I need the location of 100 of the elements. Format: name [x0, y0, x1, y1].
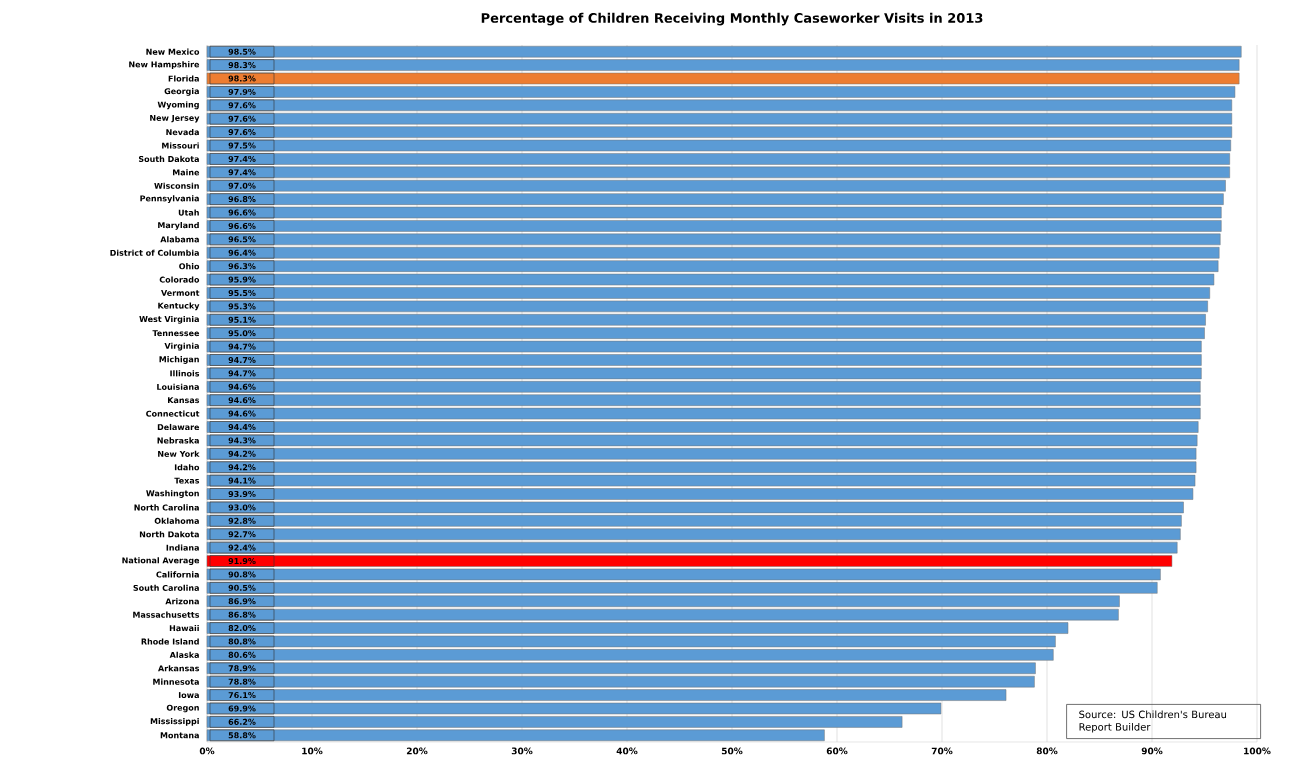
- x-tick-label: 10%: [302, 747, 323, 755]
- data-label: 97.6%: [228, 115, 256, 122]
- y-tick-label: California: [156, 571, 199, 578]
- data-label: 94.6%: [228, 397, 256, 404]
- data-label: 98.3%: [228, 75, 256, 82]
- y-tick-label: Michigan: [159, 356, 199, 364]
- x-tick-label: 0%: [199, 747, 215, 755]
- data-label: 90.8%: [228, 571, 256, 578]
- data-label: 97.6%: [228, 129, 256, 136]
- data-label: 94.7%: [228, 343, 256, 350]
- data-label: 78.8%: [228, 678, 256, 685]
- data-label: 92.4%: [228, 544, 256, 551]
- data-label: 98.3%: [228, 62, 256, 69]
- y-tick-label: Tennessee: [152, 330, 200, 337]
- x-tick-label: 50%: [721, 747, 743, 755]
- y-tick-label: Colorado: [159, 276, 200, 283]
- y-tick-label: Delaware: [157, 423, 200, 431]
- y-tick-label: Maryland: [158, 222, 199, 230]
- x-tick-label: 60%: [826, 747, 848, 755]
- data-label: 76.1%: [228, 692, 256, 699]
- y-tick-label: Missouri: [162, 142, 199, 149]
- y-tick-label: Illinois: [170, 370, 200, 377]
- chart-title: Percentage of Children Receiving Monthly Caseworker Visits in 2013: [481, 12, 983, 26]
- y-tick-label: Rhode Island: [141, 638, 199, 645]
- y-tick-label: Florida: [168, 75, 199, 82]
- data-label: 66.2%: [228, 718, 256, 725]
- y-tick-label: Oklahoma: [154, 517, 199, 524]
- y-tick-label: Oregon: [166, 704, 199, 713]
- x-tick-label: 20%: [406, 747, 428, 755]
- y-tick-label: Arkansas: [158, 665, 200, 672]
- y-tick-label: Indiana: [166, 544, 199, 551]
- y-tick-label: West Virginia: [139, 315, 199, 324]
- y-tick-label: Wisconsin: [154, 182, 199, 189]
- data-label: 97.0%: [228, 182, 256, 189]
- data-label: 92.7%: [228, 531, 256, 538]
- x-tick-label: 90%: [1141, 747, 1163, 755]
- y-tick-label: South Carolina: [133, 584, 199, 591]
- data-label: 94.2%: [228, 450, 256, 457]
- data-label: 93.9%: [228, 490, 256, 498]
- y-tick-label: Montana: [160, 732, 199, 739]
- data-label: 58.8%: [228, 732, 256, 739]
- y-tick-label: South Dakota: [138, 155, 199, 163]
- y-tick-label: Connecticut: [146, 410, 200, 417]
- y-tick-label: New Hampshire: [129, 61, 200, 69]
- y-tick-label: Minnesota: [153, 678, 199, 685]
- data-label: 80.8%: [228, 638, 256, 645]
- y-tick-label: Georgia: [164, 88, 199, 96]
- data-label: 92.8%: [228, 517, 256, 524]
- y-tick-label: Alabama: [160, 236, 199, 243]
- y-tick-label: New Mexico: [146, 48, 200, 55]
- data-label: 86.8%: [228, 611, 256, 618]
- y-tick-label: National Average: [122, 557, 200, 565]
- data-label: 94.7%: [228, 370, 256, 377]
- data-label: 96.5%: [228, 236, 256, 243]
- x-tick-label: 40%: [616, 747, 638, 755]
- y-tick-label: Louisiana: [157, 383, 199, 390]
- data-label: 95.0%: [228, 330, 256, 337]
- y-tick-label: Texas: [174, 477, 200, 484]
- data-label: 94.7%: [228, 356, 256, 364]
- y-tick-label: Hawaii: [169, 624, 199, 632]
- data-label: 86.9%: [228, 598, 256, 605]
- x-tick-label: 100%: [1244, 747, 1271, 755]
- y-tick-label: Kentucky: [158, 302, 200, 311]
- data-label: 97.5%: [228, 142, 256, 149]
- data-label: 97.4%: [228, 169, 256, 176]
- data-label: 95.5%: [228, 289, 256, 296]
- data-label: 96.4%: [228, 249, 256, 256]
- y-tick-label: Vermont: [161, 289, 200, 296]
- y-tick-label: Mississippi: [150, 718, 199, 726]
- x-tick-label: 70%: [931, 747, 953, 755]
- data-label: 78.9%: [228, 665, 256, 672]
- data-label: 95.9%: [228, 276, 256, 283]
- data-label: 94.2%: [228, 464, 256, 471]
- annotation: Source: US Children's Bureau Report Builder: [1079, 710, 1227, 733]
- data-label: 96.8%: [228, 196, 256, 203]
- x-tick-label: 30%: [511, 747, 533, 755]
- data-label: 98.5%: [228, 48, 256, 55]
- data-label: 94.3%: [228, 437, 256, 444]
- data-label: 95.1%: [228, 316, 256, 323]
- y-tick-label: Kansas: [168, 397, 200, 404]
- data-label: 94.6%: [228, 410, 256, 417]
- y-tick-label: Nevada: [166, 129, 199, 136]
- y-tick-label: Arizona: [165, 598, 199, 605]
- data-label: 97.9%: [228, 88, 256, 95]
- x-tick-label: 80%: [1036, 747, 1058, 755]
- data-label: 95.3%: [228, 303, 256, 310]
- data-label: 97.4%: [228, 155, 256, 162]
- data-label: 97.6%: [228, 102, 256, 109]
- y-tick-label: Washington: [146, 490, 199, 498]
- y-tick-label: North Dakota: [139, 531, 199, 538]
- y-tick-label: Wyoming: [157, 101, 199, 110]
- data-label: 94.1%: [228, 477, 256, 484]
- y-tick-label: New York: [158, 450, 200, 457]
- data-label: 96.3%: [228, 263, 256, 270]
- data-label: 80.6%: [228, 651, 256, 658]
- y-tick-label: Ohio: [179, 263, 200, 270]
- y-tick-label: Alaska: [169, 651, 199, 658]
- y-tick-label: Maine: [172, 169, 200, 176]
- y-tick-label: Utah: [178, 209, 199, 216]
- data-label: 82.0%: [228, 625, 256, 632]
